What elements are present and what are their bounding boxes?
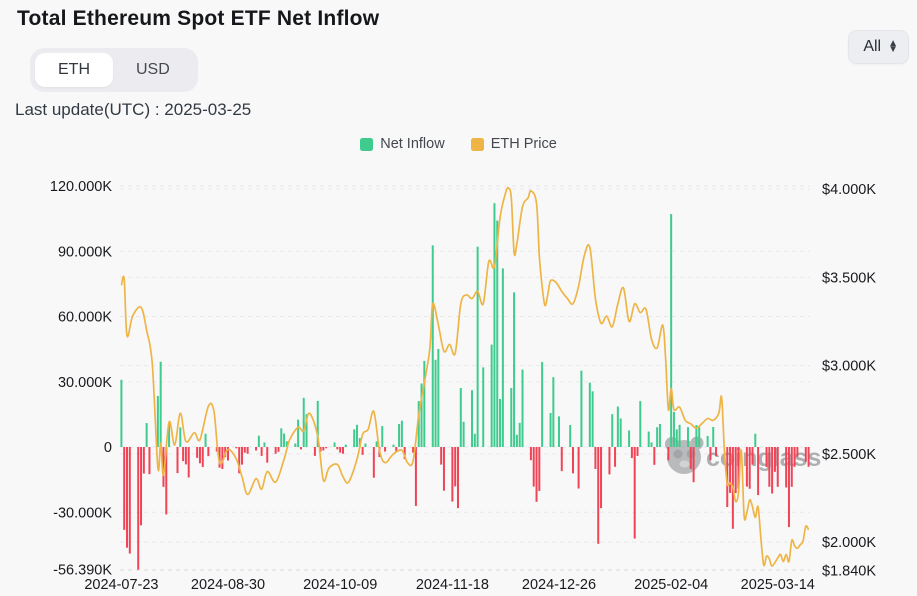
legend-item-eth-price[interactable]: ETH Price [470,136,557,152]
x-axis-tick: 2024-11-18 [416,577,489,593]
x-axis-tick: 2024-12-26 [522,577,596,593]
time-range-select[interactable]: All ▲ ▼ [848,30,909,64]
left-axis-tick: -56.390K [53,563,112,579]
last-update-text: Last update(UTC) : 2025-03-25 [15,100,252,119]
left-axis-tick: 0 [104,440,112,456]
time-range-value: All [863,38,882,55]
net-inflow-bars [120,203,810,570]
legend-item-net-inflow[interactable]: Net Inflow [360,136,445,152]
page-title: Total Ethereum Spot ETF Net Inflow [17,7,380,30]
left-axis-tick: 90.000K [58,244,112,260]
chart-plot-area[interactable] [120,186,810,570]
left-axis-tick: 120.000K [50,179,112,195]
x-axis-tick: 2024-07-23 [84,577,158,593]
left-axis-tick: 60.000K [58,310,112,326]
right-axis-tick: $3.500K [822,270,876,286]
legend-label-eth-price: ETH Price [490,136,557,152]
x-axis-tick: 2025-03-14 [741,577,815,593]
eth-price-line [120,186,810,567]
chart-legend: Net Inflow ETH Price [0,136,917,152]
toggle-option-usd[interactable]: USD [136,61,170,78]
net-inflow-swatch-icon [360,137,374,151]
toggle-option-eth[interactable]: ETH [35,53,113,87]
left-axis-tick: 30.000K [58,375,112,391]
x-axis-tick: 2024-08-30 [191,577,265,593]
right-axis-tick: $2.500K [822,447,876,463]
legend-label-net-inflow: Net Inflow [380,136,445,152]
right-axis-tick: $2.000K [822,535,876,551]
right-axis-tick: $3.000K [822,359,876,375]
x-axis-tick: 2024-10-09 [303,577,377,593]
chevron-updown-icon: ▲ ▼ [888,38,898,55]
right-axis-tick: $4.000K [822,182,876,198]
unit-toggle: ETH USD [30,48,198,92]
left-axis-tick: -30.000K [53,505,112,521]
x-axis-tick: 2025-02-04 [634,577,708,593]
right-axis-tick: $1.840K [822,563,876,579]
coinglass-watermark: coinglass [665,436,821,474]
eth-price-swatch-icon [470,137,484,151]
